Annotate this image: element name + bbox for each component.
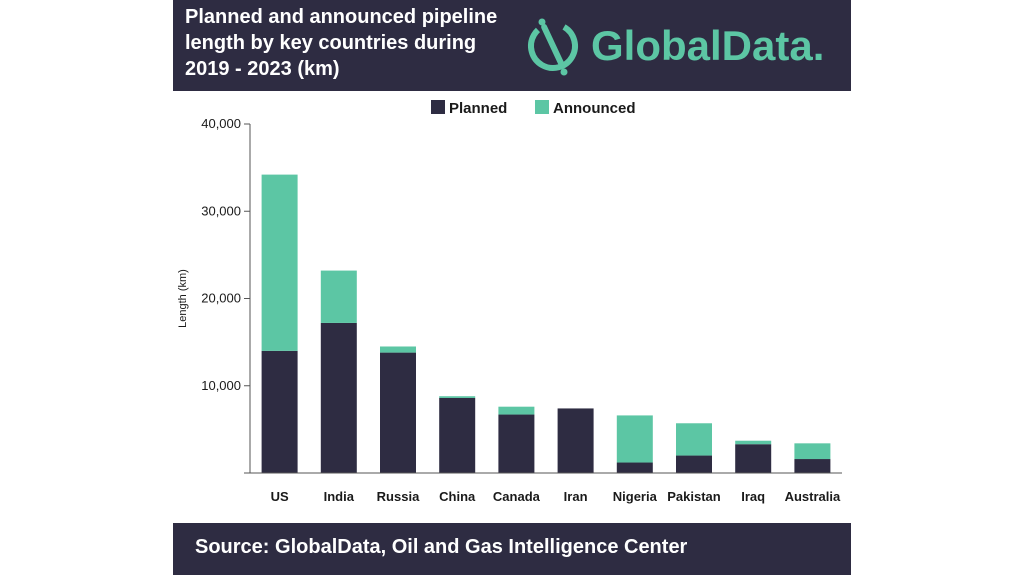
x-tick-label: China [439, 489, 476, 504]
bar-us-planned [261, 350, 298, 473]
bar-australia-announced [794, 443, 831, 460]
bar-russia-announced [380, 346, 416, 353]
footer-panel: Source: GlobalData, Oil and Gas Intellig… [173, 523, 851, 575]
y-axis: 10,000 20,000 30,000 40,000 Length (km) [177, 116, 251, 474]
x-axis: US India Russia China Canada Iran Nigeria Pakis… [250, 472, 842, 504]
legend-swatch-announced [535, 100, 549, 114]
legend-label-announced: Announced [553, 100, 636, 117]
bar-canada-planned [498, 414, 535, 473]
legend-swatch-planned [431, 100, 445, 114]
bar-india-announced [320, 270, 357, 323]
legend: Planned Announced [431, 100, 636, 117]
bar-australia-planned [794, 459, 831, 473]
chart-title: Planned and announced pipeline length by… [185, 6, 498, 80]
bar-india-planned [320, 322, 357, 473]
x-tick-label: Iraq [741, 489, 765, 504]
bar-nigeria-announced [616, 415, 653, 463]
x-tick-label: Nigeria [613, 489, 658, 504]
x-tick-label: Russia [377, 489, 420, 504]
y-tick-label: 30,000 [201, 203, 241, 218]
y-axis-label: Length (km) [177, 269, 189, 328]
bar-us-announced [261, 174, 298, 351]
bar-pakistan-planned [676, 455, 712, 473]
x-tick-label: Australia [785, 489, 841, 504]
y-tick-label: 40,000 [201, 116, 241, 131]
bar-iraq-announced [735, 440, 772, 445]
x-tick-label: Canada [493, 489, 541, 504]
globaldata-logo-icon [528, 18, 578, 76]
x-tick-label: Iran [564, 489, 588, 504]
x-tick-label: US [271, 489, 289, 504]
x-tick-label: India [324, 489, 355, 504]
source-note: Source: GlobalData, Oil and Gas Intellig… [195, 536, 688, 558]
bar-pakistan-announced [676, 423, 712, 456]
bar-iran-planned [557, 408, 594, 473]
bar-iraq-planned [735, 444, 772, 473]
logo-text: GlobalData. [591, 22, 825, 69]
x-tick-label: Pakistan [667, 489, 721, 504]
bar-canada-announced [498, 406, 535, 415]
stacked-bar-chart: Planned Announced 10,000 20,000 30,000 40,00… [177, 100, 842, 504]
bar-china-planned [439, 397, 476, 473]
globaldata-logo: GlobalData. [525, 14, 843, 78]
y-tick-label: 10,000 [201, 378, 241, 393]
bars [261, 174, 831, 473]
bar-russia-planned [380, 352, 416, 473]
bar-china-announced [439, 396, 476, 398]
bar-nigeria-planned [616, 462, 653, 473]
y-tick-label: 20,000 [201, 291, 241, 306]
header-panel: Planned and announced pipeline length by… [173, 0, 851, 91]
legend-label-planned: Planned [449, 100, 507, 117]
